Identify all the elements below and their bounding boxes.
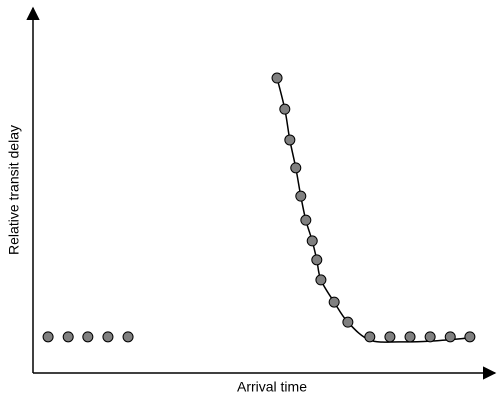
data-point [295, 190, 307, 202]
data-point [284, 134, 296, 146]
x-axis-label: Arrival time [237, 379, 307, 395]
data-point [424, 331, 436, 343]
data-point [82, 331, 94, 343]
data-point [300, 214, 312, 226]
data-point [384, 331, 396, 343]
data-point [328, 296, 340, 308]
data-point [290, 162, 302, 174]
data-point [122, 331, 134, 343]
data-point [42, 331, 54, 343]
data-point [271, 72, 283, 84]
fit-curve [276, 77, 470, 343]
data-point [464, 331, 476, 343]
data-point [342, 316, 354, 328]
data-point [62, 331, 74, 343]
y-axis-label: Relative transit delay [6, 125, 22, 255]
data-point [279, 103, 291, 115]
data-point [315, 274, 327, 286]
data-point [444, 331, 456, 343]
data-point [364, 331, 376, 343]
data-point [404, 331, 416, 343]
data-point [306, 235, 318, 247]
data-point [311, 254, 323, 266]
data-point [102, 331, 114, 343]
